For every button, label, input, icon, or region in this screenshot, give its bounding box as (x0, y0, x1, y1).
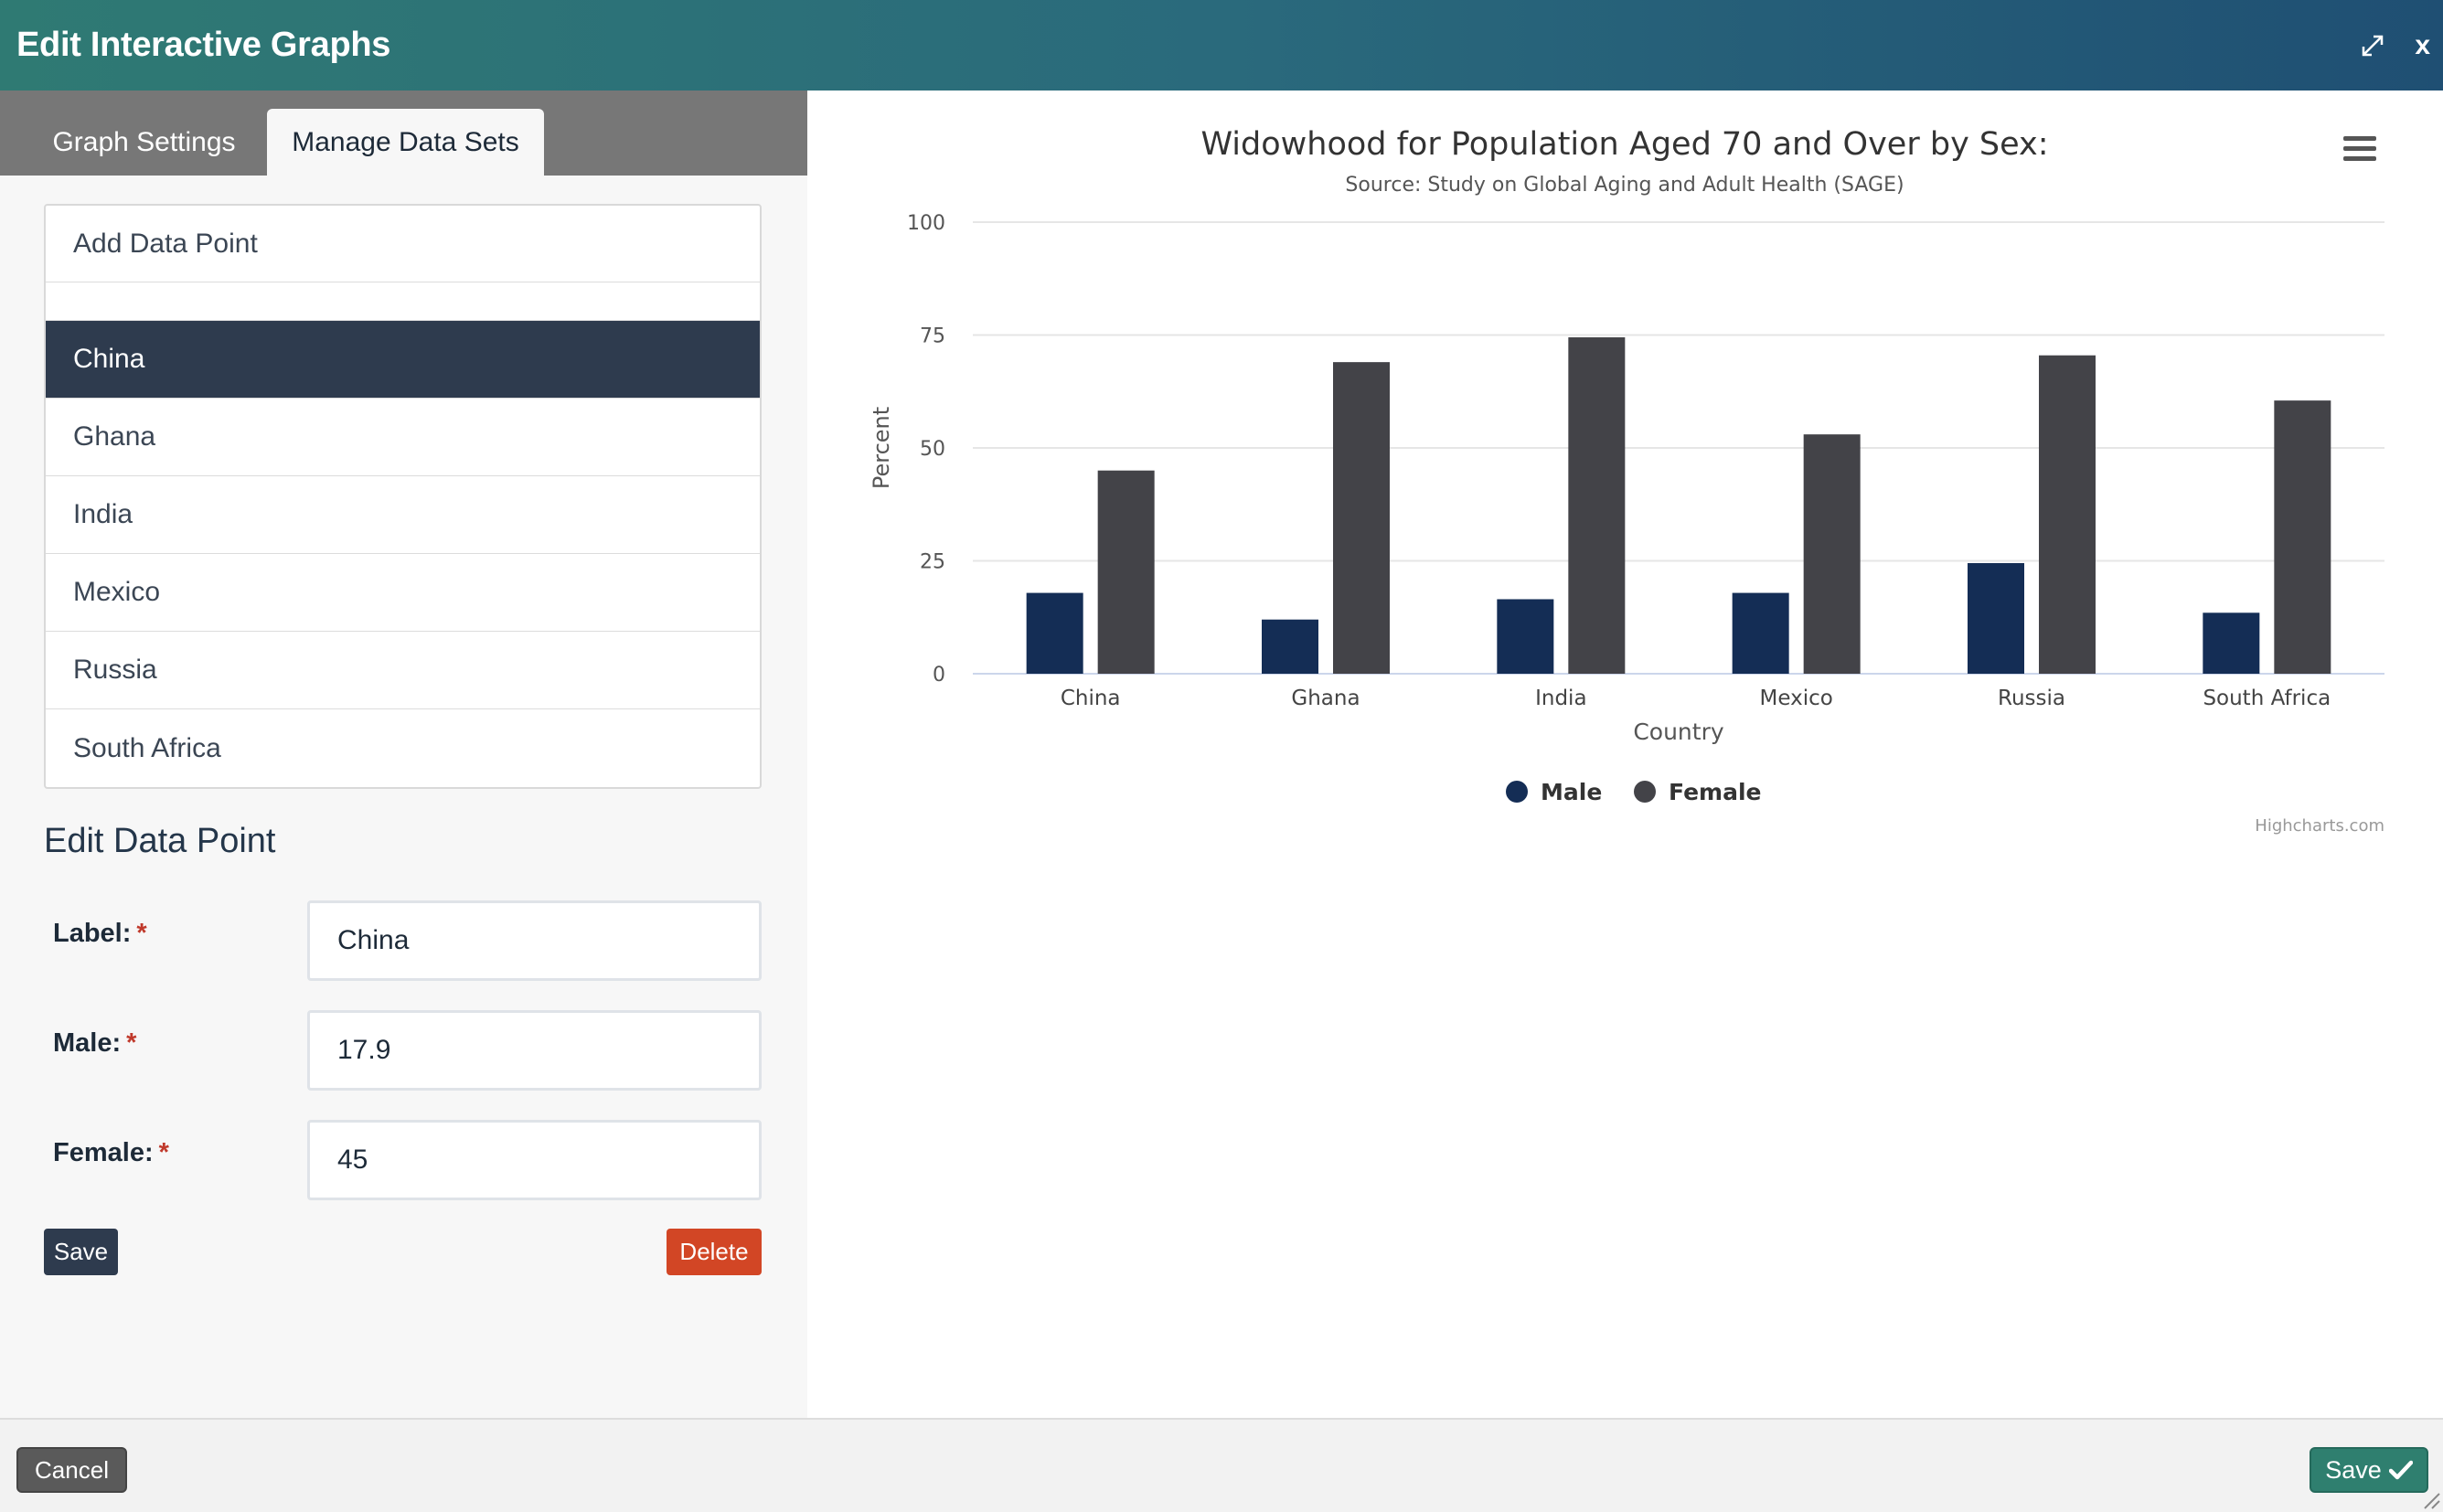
bar-female (2274, 400, 2331, 674)
edit-data-point-heading: Edit Data Point (44, 822, 276, 860)
legend-marker (1506, 781, 1528, 803)
checkmark-icon (2388, 1460, 2413, 1480)
x-tick-label: India (1535, 687, 1586, 710)
cancel-button[interactable]: Cancel (16, 1447, 127, 1493)
save-graph-label: Save (2325, 1455, 2382, 1484)
bar-male (1968, 562, 2024, 674)
bar-male (2203, 612, 2260, 674)
list-item[interactable]: India (46, 476, 760, 554)
dialog-title: Edit Interactive Graphs (16, 26, 391, 64)
x-tick-label: China (1061, 687, 1121, 710)
tab-graph-settings[interactable]: Graph Settings (52, 126, 236, 157)
bar-female (1333, 362, 1390, 674)
female-field-label: Female: * (53, 1138, 169, 1167)
required-mark: * (126, 1028, 137, 1058)
male-field-label: Male: * (53, 1028, 137, 1058)
x-tick-label: Russia (1998, 687, 2065, 710)
bar-male (1026, 592, 1083, 674)
chart-title: Widowhood for Population Aged 70 and Ove… (1200, 126, 2048, 163)
label-field-label: Label: * (53, 919, 147, 948)
label-row: Label: * (53, 900, 762, 981)
bar-male (1497, 599, 1554, 674)
list-item[interactable]: Mexico (46, 554, 760, 632)
add-data-point-button[interactable]: Add Data Point (46, 206, 760, 282)
resize-grip-icon[interactable] (2419, 1488, 2441, 1510)
y-tick-label: 75 (920, 325, 945, 348)
chart-menu-icon[interactable] (2343, 136, 2376, 164)
required-mark: * (136, 919, 147, 948)
y-tick-label: 0 (933, 664, 945, 687)
header-controls: x (2360, 0, 2430, 91)
x-tick-label: Ghana (1291, 687, 1360, 710)
y-axis-label: Percent (869, 407, 894, 489)
bar-female (1097, 470, 1155, 674)
female-row: Female: * (53, 1120, 762, 1200)
female-input[interactable] (307, 1120, 762, 1200)
list-item[interactable]: Russia (46, 632, 760, 709)
y-tick-label: 100 (907, 212, 945, 235)
label-input[interactable] (307, 900, 762, 981)
save-graph-button[interactable]: Save (2310, 1447, 2428, 1493)
list-item[interactable]: Ghana (46, 399, 760, 476)
bar-female (1803, 434, 1861, 674)
bar-female (2039, 355, 2096, 674)
bar-male (1732, 592, 1789, 674)
bar-female (1568, 336, 1626, 674)
list-divider (46, 282, 760, 321)
list-item[interactable]: South Africa (73, 732, 221, 763)
required-mark: * (158, 1138, 169, 1167)
left-panel: Graph Settings Manage Data Sets Add Data… (0, 91, 807, 1418)
dialog-footer: Cancel Save (0, 1418, 2443, 1512)
y-tick-label: 25 (920, 551, 945, 574)
chart-panel: Widowhood for Population Aged 70 and Ove… (807, 91, 2443, 1418)
close-icon[interactable]: x (2415, 29, 2430, 60)
data-point-list: Add Data Point China Ghana India Mexico … (44, 204, 762, 789)
legend-marker (1634, 781, 1656, 803)
bar-male (1262, 619, 1318, 674)
chart-subtitle: Source: Study on Global Aging and Adult … (1345, 174, 1904, 197)
tab-manage-data-sets[interactable]: Manage Data Sets (267, 109, 544, 176)
tab-bar: Graph Settings Manage Data Sets (0, 91, 807, 176)
dialog-header: Edit Interactive Graphs x (0, 0, 2443, 91)
x-tick-label: Mexico (1760, 687, 1833, 710)
save-data-point-button[interactable]: Save (44, 1229, 118, 1275)
chart-credits: Highcharts.com (2255, 816, 2384, 836)
expand-icon[interactable] (2360, 33, 2385, 59)
x-tick-label: South Africa (2203, 687, 2331, 710)
x-axis-label: Country (1633, 719, 1724, 745)
male-row: Male: * (53, 1010, 762, 1091)
y-tick-label: 50 (920, 438, 945, 461)
legend-item: Male (1541, 779, 1602, 805)
list-item[interactable]: China (46, 321, 760, 399)
bar-chart: Widowhood for Population Aged 70 and Ove… (869, 126, 2384, 836)
male-input[interactable] (307, 1010, 762, 1091)
legend-item: Female (1669, 779, 1761, 805)
delete-data-point-button[interactable]: Delete (667, 1229, 762, 1275)
